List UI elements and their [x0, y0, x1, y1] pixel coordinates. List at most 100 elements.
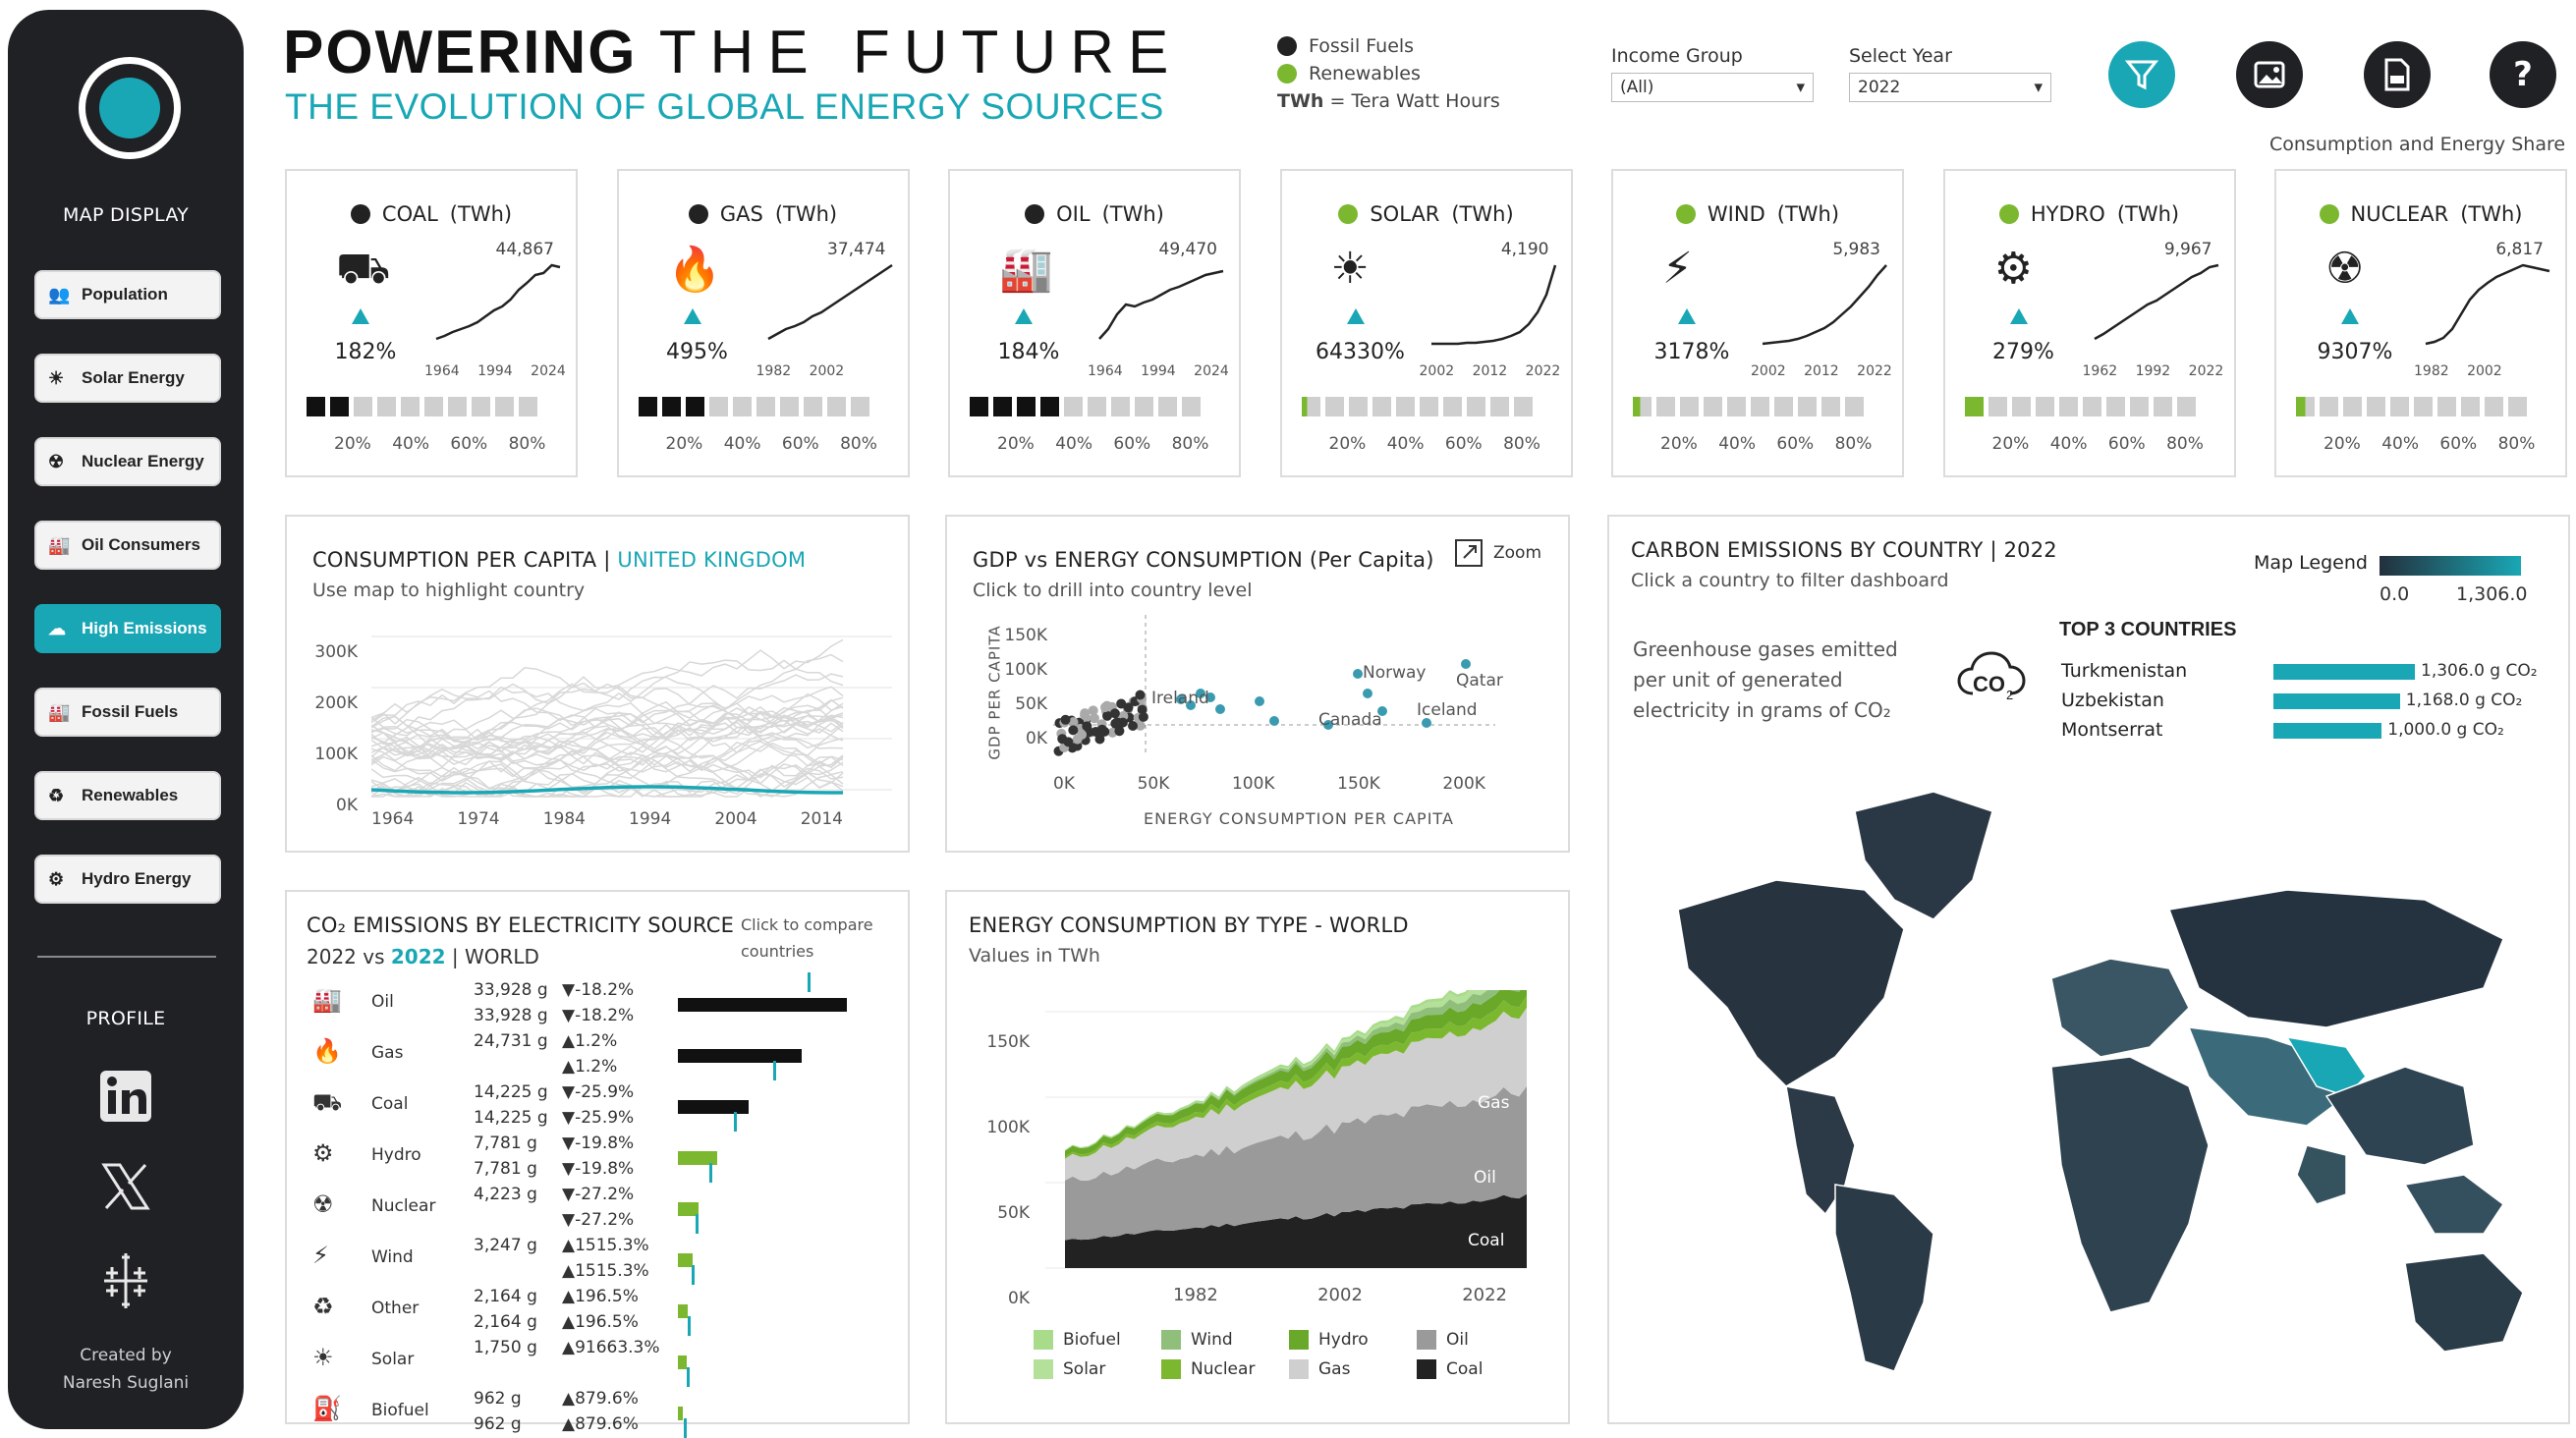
year-label: Select Year	[1849, 45, 1952, 67]
value-current: 4,223 g	[474, 1185, 537, 1204]
co2-row-other[interactable]: ♻ Other 2,164 g ▲196.5% 2,164 g ▲196.5%	[287, 1287, 906, 1338]
increase-triangle-icon	[1015, 308, 1033, 324]
compare-year[interactable]: 2022	[390, 945, 446, 968]
legend-oil[interactable]: Oil	[1417, 1330, 1515, 1350]
country-point	[1102, 710, 1113, 721]
share-segment	[1064, 397, 1083, 416]
legend-swatch	[1161, 1330, 1181, 1350]
co2-row-nuclear[interactable]: ☢ Nuclear 4,223 g ▼-27.2% ▼-27.2%	[287, 1185, 906, 1236]
download-pdf-button[interactable]	[2364, 41, 2431, 108]
share-segment	[424, 397, 443, 416]
source-label: Nuclear	[371, 1196, 436, 1216]
kpi-card-coal[interactable]: COAL (TWh) ⛟ 182% 44,867 1964 1994 2024 20% 40…	[285, 169, 578, 477]
share-segment	[2035, 397, 2054, 416]
sidebar-item-fossil-fuels[interactable]: 🏭 Fossil Fuels	[34, 688, 221, 737]
co2-row-solar[interactable]: ☀ Solar 1,750 g ▲91663.3%	[287, 1338, 906, 1389]
energy-legend: Biofuel Wind Hydro Oil Solar Nuclear Gas Coal	[1034, 1330, 1505, 1379]
energy-by-type-panel[interactable]: ENERGY CONSUMPTION BY TYPE - WORLD Value…	[945, 890, 1570, 1424]
country-point	[1063, 737, 1074, 747]
country-region	[2050, 1056, 2210, 1313]
filter-button[interactable]	[2108, 41, 2175, 108]
value-current: 7,781 g	[474, 1134, 537, 1153]
year-select[interactable]: 2022 ▾	[1849, 73, 2051, 102]
increase-triangle-icon	[2009, 308, 2028, 324]
share-segment	[1680, 397, 1699, 416]
zoom-button[interactable]: Zoom	[1454, 538, 1541, 568]
kpi-card-hydro[interactable]: HYDRO (TWh) ⚙ 279% 9,967 1962 1992 2022 20% 40…	[1942, 169, 2236, 477]
linkedin-icon[interactable]	[8, 1069, 244, 1133]
co2-row-gas[interactable]: 🔥 Gas 24,731 g ▲1.2% ▲1.2%	[287, 1031, 906, 1082]
help-button[interactable]: ?	[2490, 41, 2556, 108]
legend-wind[interactable]: Wind	[1161, 1330, 1289, 1350]
sidebar-item-oil-consumers[interactable]: 🏭 Oil Consumers	[34, 521, 221, 570]
kpi-card-wind[interactable]: WIND (TWh) ⚡ 3178% 5,983 2002 2012 2022 20% 40…	[1611, 169, 1904, 477]
tableau-icon[interactable]	[8, 1251, 244, 1319]
sidebar-item-population[interactable]: 👥 Population	[34, 270, 221, 319]
country-line	[371, 683, 844, 761]
legend-gas[interactable]: Gas	[1289, 1359, 1417, 1379]
kpi-share-scale: 20% 40% 60% 80%	[997, 434, 1209, 454]
x-twitter-icon[interactable]	[8, 1161, 244, 1221]
consumption-lines[interactable]	[371, 625, 892, 821]
change-current: ▲1.2%	[562, 1031, 618, 1051]
kpi-max-value: 5,983	[1832, 240, 1880, 259]
country-line	[371, 690, 844, 747]
download-image-button[interactable]	[2236, 41, 2303, 108]
gdp-vs-energy-panel[interactable]: GDP vs ENERGY CONSUMPTION (Per Capita) Z…	[945, 515, 1570, 853]
sidebar-item-label: Oil Consumers	[82, 535, 200, 554]
consumption-per-capita-panel[interactable]: CONSUMPTION PER CAPITA | UNITED KINGDOM …	[285, 515, 910, 853]
legend-coal[interactable]: Coal	[1417, 1359, 1515, 1379]
kpi-card-oil[interactable]: OIL (TWh) 🏭 184% 49,470 1964 1994 2024 20% 40%…	[948, 169, 1241, 477]
gdp-scatter[interactable]: Qatar Ireland Norway Iceland Canada	[1053, 615, 1554, 772]
co2-row-biofuel[interactable]: ⛽ Biofuel 962 g ▲879.6% 962 g ▲879.6%	[287, 1389, 906, 1438]
sidebar-item-label: High Emissions	[82, 619, 207, 637]
country-line	[371, 731, 844, 783]
sidebar-item-high-emissions[interactable]: ☁ High Emissions	[34, 604, 221, 653]
share-segment	[1798, 397, 1817, 416]
share-segment	[1964, 397, 1984, 416]
energy-area-chart[interactable]: Gas Oil Coal	[1045, 990, 1527, 1285]
co2-row-coal[interactable]: ⛟ Coal 14,225 g ▼-25.9% 14,225 g ▼-25.9%	[287, 1082, 906, 1134]
sidebar-item-hydro-energy[interactable]: ⚙ Hydro Energy	[34, 855, 221, 904]
kpi-card-solar[interactable]: SOLAR (TWh) ☀ 64330% 4,190 2002 2012 2022 20% …	[1279, 169, 1573, 477]
kpi-max-value: 44,867	[495, 240, 554, 259]
emission-bar	[678, 1151, 717, 1165]
emission-bar	[678, 998, 847, 1012]
income-group-select[interactable]: (All) ▾	[1611, 73, 1814, 102]
area-hydro	[1065, 990, 1527, 1157]
chevron-down-icon: ▾	[2034, 78, 2043, 97]
share-segment	[2320, 397, 2338, 416]
kpi-title: COAL (TWh)	[287, 202, 576, 226]
kpi-card-nuclear[interactable]: NUCLEAR (TWh) ☢ 9307% 6,817 1982 2002 20% 40% …	[2274, 169, 2567, 477]
legend-biofuel[interactable]: Biofuel	[1034, 1330, 1161, 1350]
country-point	[1088, 705, 1098, 716]
value-current: 2,164 g	[474, 1287, 537, 1306]
share-segment	[1466, 397, 1485, 416]
co2-row-hydro[interactable]: ⚙ Hydro 7,781 g ▼-19.8% 7,781 g ▼-19.8%	[287, 1134, 906, 1185]
co2-row-wind[interactable]: ⚡ Wind 3,247 g ▲1515.3% ▲1515.3%	[287, 1236, 906, 1287]
country-point	[1123, 702, 1134, 713]
kpi-share-scale: 20% 40% 60% 80%	[1660, 434, 1873, 454]
map-display-label: MAP DISPLAY	[62, 204, 190, 226]
share-segment	[1821, 397, 1840, 416]
top-country-name[interactable]: Uzbekistan	[2061, 690, 2164, 711]
carbon-map-panel[interactable]: CARBON EMISSIONS BY COUNTRY | 2022 Click…	[1607, 515, 2570, 1424]
sidebar-item-renewables[interactable]: ♻ Renewables	[34, 771, 221, 820]
increase-triangle-icon	[1346, 308, 1365, 324]
kpi-card-gas[interactable]: GAS (TWh) 🔥 495% 37,474 1982 2002 20% 40% 60% …	[616, 169, 910, 477]
credit: Created by Naresh Suglani	[8, 1342, 244, 1397]
kpi-year-ticks: 1964 1994 2024	[1088, 363, 1229, 379]
share-segment	[1751, 397, 1769, 416]
co2-by-source-panel[interactable]: CO₂ EMISSIONS BY ELECTRICITY SOURCE 2022…	[285, 890, 910, 1438]
world-map[interactable]	[1639, 772, 2552, 1401]
legend-solar[interactable]: Solar	[1034, 1359, 1161, 1379]
legend-hydro[interactable]: Hydro	[1289, 1330, 1417, 1350]
top-country-name[interactable]: Turkmenistan	[2061, 660, 2188, 682]
co2-row-oil[interactable]: 🏭 Oil 33,928 g ▼-18.2% 33,928 g ▼-18.2%	[287, 972, 906, 1031]
renewable-dot-icon	[1338, 204, 1359, 224]
top-country-name[interactable]: Montserrat	[2061, 719, 2163, 741]
legend-nuclear[interactable]: Nuclear	[1161, 1359, 1289, 1379]
sidebar-item-solar-energy[interactable]: ☀ Solar Energy	[34, 354, 221, 403]
renewable-icon: ♻	[48, 785, 65, 805]
sidebar-item-nuclear-energy[interactable]: ☢ Nuclear Energy	[34, 437, 221, 486]
